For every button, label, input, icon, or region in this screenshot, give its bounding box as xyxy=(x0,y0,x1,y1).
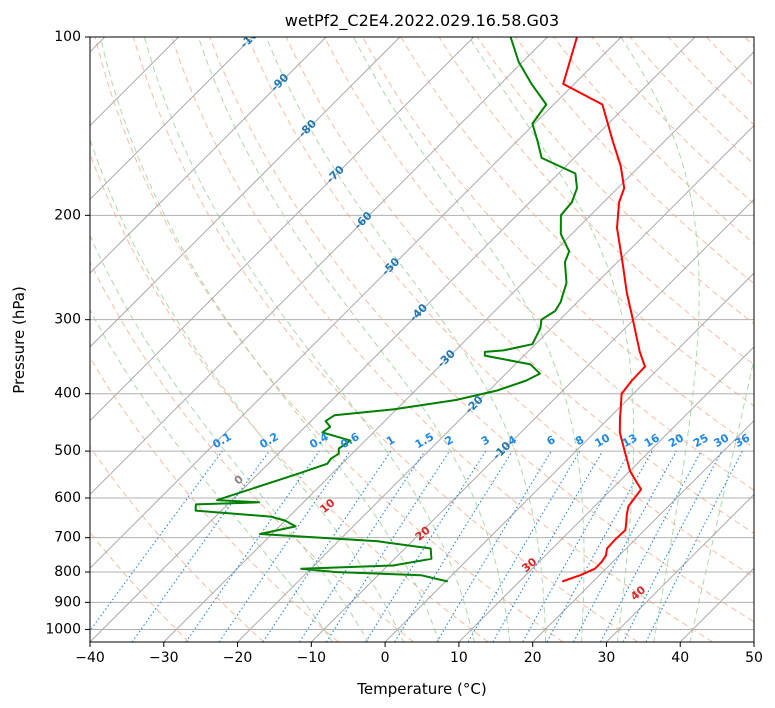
y-axis-label: Pressure (hPa) xyxy=(10,286,28,394)
x-tick-label: 50 xyxy=(745,650,763,666)
moist-adiabat xyxy=(143,37,475,642)
dry-adiabat xyxy=(438,37,754,366)
isotherm-line xyxy=(237,124,754,642)
x-tick-label: 10 xyxy=(450,650,468,666)
moist-adiabat xyxy=(689,356,754,642)
mixing-ratio-line xyxy=(325,450,450,642)
pressure-gridlines xyxy=(90,37,754,630)
y-tick-label: 300 xyxy=(54,312,81,328)
dry-adiabat xyxy=(132,37,639,642)
x-tick-label: −30 xyxy=(149,650,179,666)
temperature-profile xyxy=(561,37,646,583)
moist-adiabat xyxy=(468,37,635,642)
isotherm-line xyxy=(90,37,253,201)
y-axis-ticks: 100 200 300 400 500 600 700 800 900 1000 xyxy=(45,29,90,637)
mixing-ratio-line xyxy=(299,450,426,642)
isotherm-line xyxy=(458,346,754,642)
x-tick-label: 40 xyxy=(671,650,689,666)
dry-adiabats xyxy=(90,37,754,642)
x-tick-label: −40 xyxy=(75,650,105,666)
isotherm-line xyxy=(90,37,475,422)
isotherm-line xyxy=(90,37,622,569)
mixing-ratio-line xyxy=(131,450,270,642)
moist-adiabat xyxy=(90,308,334,642)
dry-adiabat xyxy=(209,37,754,623)
y-tick-label: 600 xyxy=(54,490,81,506)
mixing-ratio-line xyxy=(185,450,320,642)
mixing-ratio-line xyxy=(394,450,513,642)
dry-adiabat xyxy=(171,37,713,642)
moist-adiabat xyxy=(620,37,700,642)
y-tick-label: 700 xyxy=(54,530,81,546)
moist-adiabat xyxy=(99,37,440,642)
dry-adiabat xyxy=(90,260,414,642)
mixing-ratio-line xyxy=(522,450,631,642)
isotherm-line xyxy=(384,272,754,642)
x-tick-label: −20 xyxy=(223,650,253,666)
y-tick-label: 200 xyxy=(54,207,81,223)
dry-adiabat xyxy=(90,356,339,642)
mixing-ratio-line xyxy=(546,450,653,642)
dry-adiabat xyxy=(515,37,754,285)
x-axis-ticks: −40 −30 −20 −10 0 10 20 30 40 50 xyxy=(75,642,763,666)
mixing-ratio-line xyxy=(218,450,351,642)
dry-adiabat xyxy=(285,37,754,535)
y-tick-label: 900 xyxy=(54,594,81,610)
moist-adiabat xyxy=(197,37,511,642)
dry-adiabat xyxy=(247,37,754,578)
y-tick-label: 1000 xyxy=(45,621,81,637)
y-tick-label: 400 xyxy=(54,386,81,402)
y-tick-label: 500 xyxy=(54,443,81,459)
dry-adiabat xyxy=(94,37,564,642)
mixing-ratio-line xyxy=(645,450,743,642)
moist-adiabat xyxy=(90,137,405,642)
dry-adiabat xyxy=(323,37,754,491)
dry-adiabat xyxy=(476,37,754,325)
isotherm-line xyxy=(90,37,401,348)
isotherms xyxy=(90,37,754,642)
isotherm-line xyxy=(310,198,754,642)
isotherm-line xyxy=(90,37,548,496)
dewpoint-profile xyxy=(194,37,578,583)
chart-title: wetPf2_C2E4.2022.029.16.58.G03 xyxy=(285,11,559,31)
mixing-ratio-line xyxy=(90,450,223,632)
x-tick-label: 20 xyxy=(524,650,542,666)
x-tick-label: 0 xyxy=(381,650,390,666)
isotherm-line xyxy=(532,419,754,642)
isotherm-line xyxy=(163,51,754,642)
isotherm-line xyxy=(606,493,754,642)
moist-adiabat xyxy=(353,37,585,642)
mixing-ratio-line xyxy=(573,450,677,642)
mixing-ratio-lines xyxy=(90,450,743,642)
plot-frame xyxy=(89,36,755,643)
x-tick-label: −10 xyxy=(297,650,327,666)
plot-area: -100-90-80-70-60-50-40-30-20-100.10.20.4… xyxy=(90,37,754,642)
x-tick-label: 30 xyxy=(598,650,616,666)
dry-adiabat xyxy=(90,446,265,642)
moist-adiabats xyxy=(90,37,754,642)
profile-series xyxy=(194,37,646,583)
x-axis-label: Temperature (°C) xyxy=(356,680,486,698)
moist-adiabat xyxy=(90,234,369,642)
mixing-ratio-line xyxy=(262,450,392,642)
y-tick-label: 800 xyxy=(54,564,81,580)
y-tick-label: 100 xyxy=(54,29,81,45)
isotherm-line xyxy=(90,37,327,274)
isotherm-line xyxy=(90,37,696,642)
